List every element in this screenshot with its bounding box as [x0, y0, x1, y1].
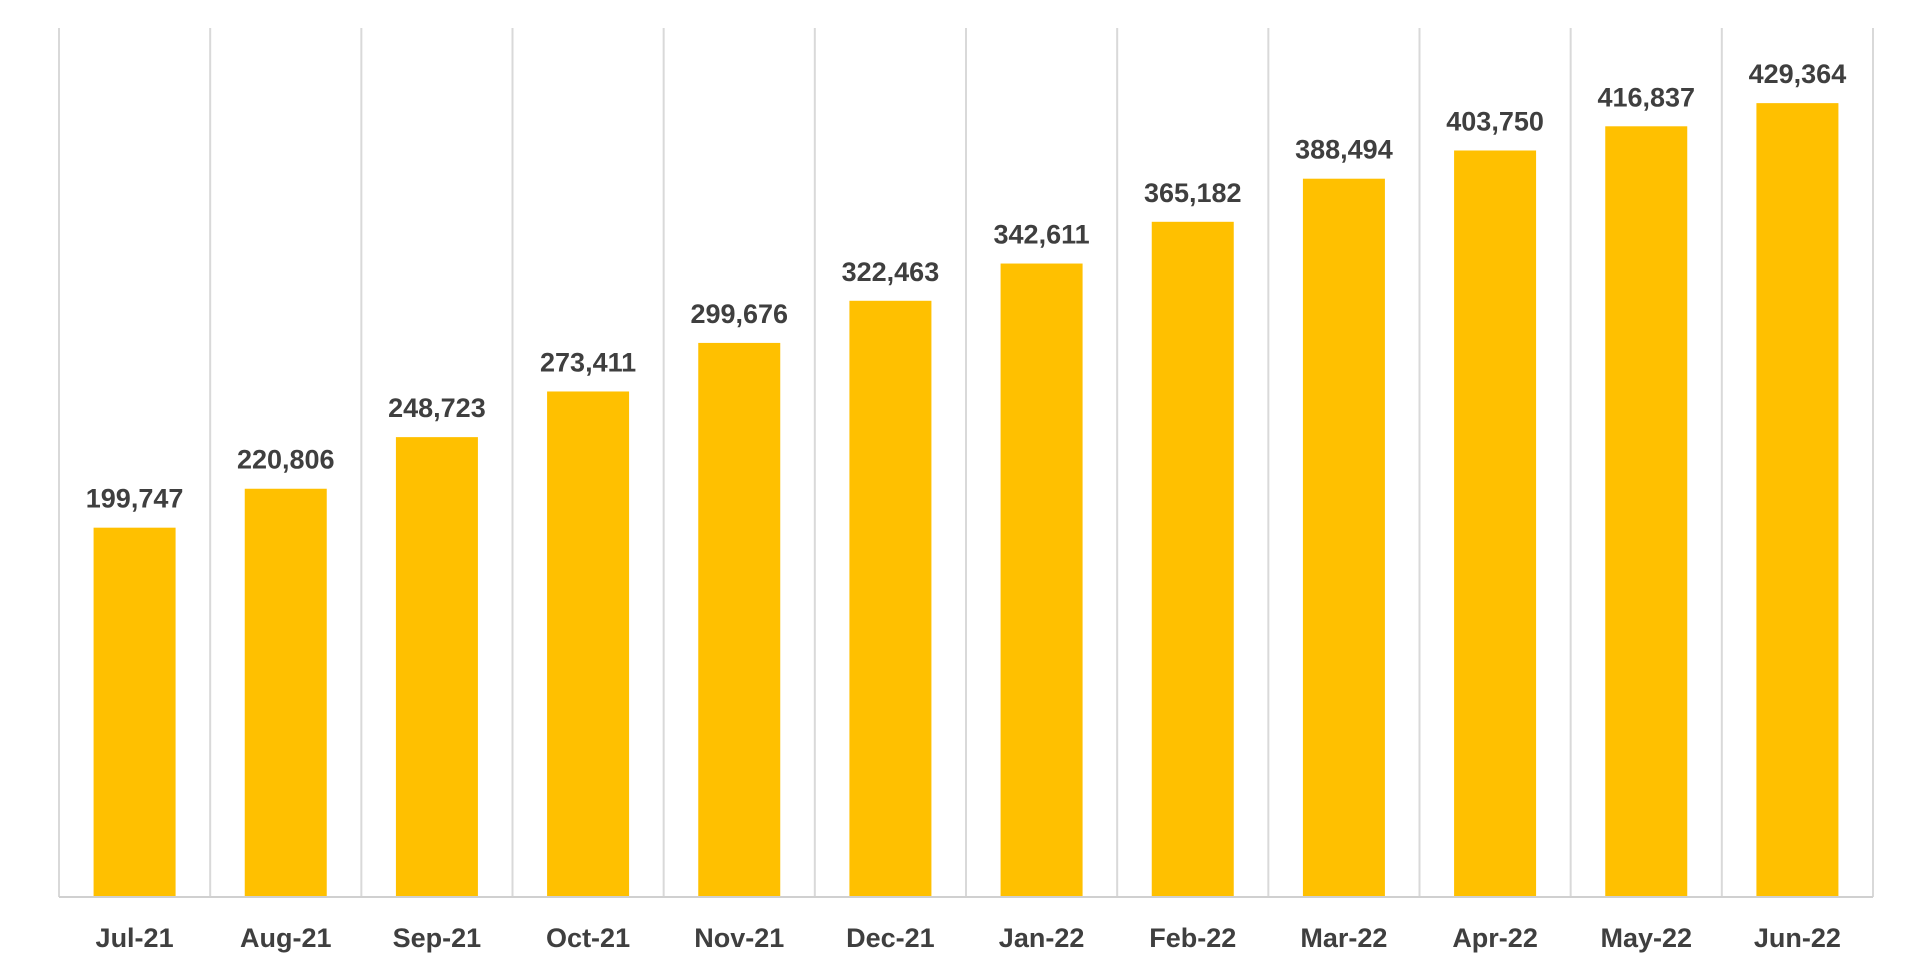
bar-sep-21 — [395, 437, 478, 897]
bar-jan-22 — [1000, 263, 1083, 897]
data-label: 299,676 — [690, 299, 788, 329]
bar-jun-22 — [1756, 103, 1839, 898]
tick-label-layer: Jul-21 Aug-21 Sep-21 Oct-21 Nov-21 Dec-21 Jan-… — [96, 923, 1841, 953]
data-label: 365,182 — [1144, 178, 1242, 208]
x-tick-label: Mar-22 — [1300, 923, 1387, 953]
x-tick-label: Jun-22 — [1754, 923, 1841, 953]
x-tick-label: Feb-22 — [1149, 923, 1236, 953]
data-label: 403,750 — [1446, 106, 1544, 136]
data-label: 388,494 — [1295, 135, 1393, 165]
bar-feb-22 — [1151, 221, 1234, 898]
bar-jul-21 — [93, 527, 176, 897]
data-label: 248,723 — [388, 393, 486, 423]
data-label: 199,747 — [86, 484, 184, 514]
x-tick-label: Dec-21 — [846, 923, 935, 953]
bar-aug-21 — [244, 488, 327, 897]
x-tick-label: Jan-22 — [999, 923, 1085, 953]
data-label: 322,463 — [842, 257, 940, 287]
x-tick-label: Apr-22 — [1452, 923, 1538, 953]
x-tick-label: May-22 — [1600, 923, 1692, 953]
data-label: 429,364 — [1749, 59, 1847, 89]
data-label: 273,411 — [540, 347, 636, 377]
x-tick-label: Aug-21 — [240, 923, 332, 953]
bar-apr-22 — [1454, 150, 1537, 898]
x-tick-label: Jul-21 — [96, 923, 174, 953]
data-label: 416,837 — [1597, 82, 1695, 112]
x-tick-label: Oct-21 — [546, 923, 630, 953]
data-label: 220,806 — [237, 445, 335, 475]
bar-mar-22 — [1302, 178, 1385, 897]
bar-nov-21 — [698, 342, 781, 897]
value-label-layer: 199,747 220,806 248,723 273,411 299,676 322,4… — [86, 59, 1846, 514]
bar-dec-21 — [849, 300, 932, 897]
bar-layer — [93, 103, 1839, 898]
bar-may-22 — [1605, 126, 1688, 898]
data-label: 342,611 — [994, 220, 1090, 250]
grid-layer — [58, 28, 1874, 897]
x-tick-label: Sep-21 — [393, 923, 482, 953]
x-tick-label: Nov-21 — [694, 923, 784, 953]
bar-oct-21 — [547, 391, 630, 897]
